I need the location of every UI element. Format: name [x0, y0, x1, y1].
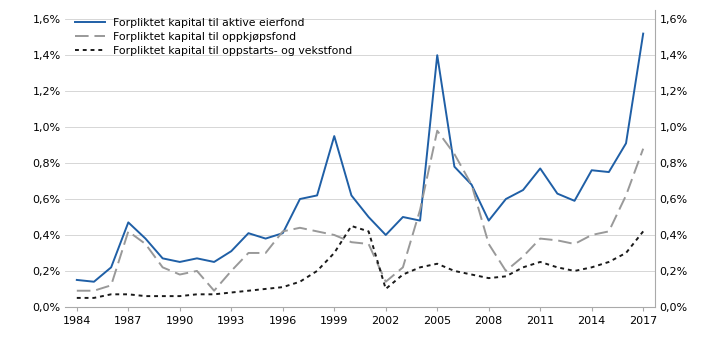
Legend: Forpliktet kapital til aktive eierfond, Forpliktet kapital til oppkjøpsfond, For: Forpliktet kapital til aktive eierfond, … [71, 13, 356, 61]
